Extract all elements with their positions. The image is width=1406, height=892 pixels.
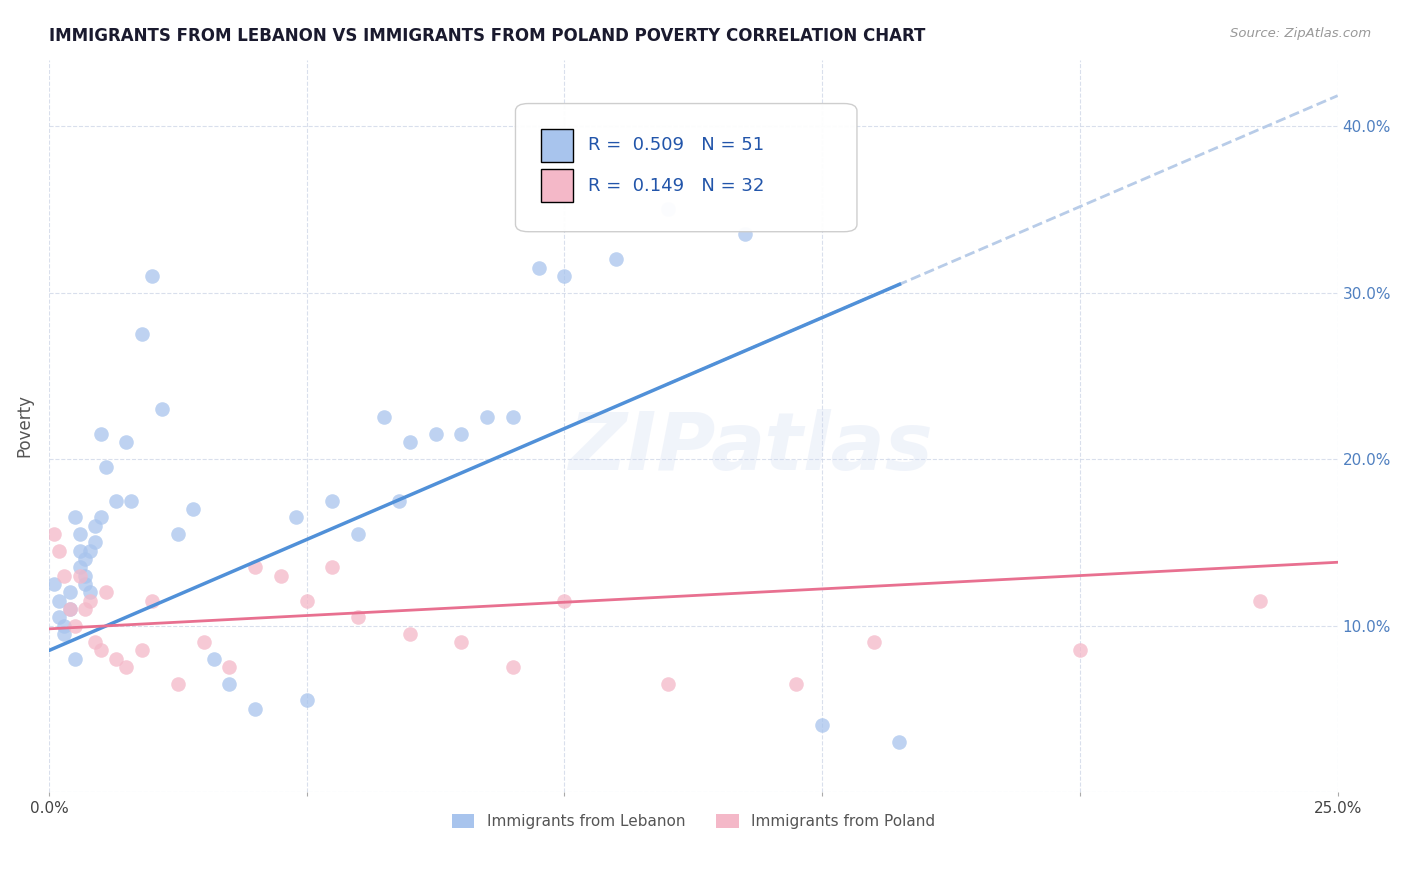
Point — [321, 493, 343, 508]
Point — [388, 493, 411, 508]
Point — [89, 643, 111, 657]
Text: Source: ZipAtlas.com: Source: ZipAtlas.com — [1230, 27, 1371, 40]
Point — [69, 543, 91, 558]
Point — [58, 602, 80, 616]
Point — [115, 660, 138, 674]
Point — [450, 427, 472, 442]
Point — [166, 677, 188, 691]
Point — [605, 252, 627, 267]
Point — [63, 618, 86, 632]
Point — [94, 585, 117, 599]
Point — [84, 518, 107, 533]
Point — [785, 677, 807, 691]
Point — [131, 643, 153, 657]
Text: R =  0.509   N = 51: R = 0.509 N = 51 — [588, 136, 763, 154]
Point — [373, 410, 395, 425]
Point — [53, 568, 76, 582]
Point — [69, 568, 91, 582]
Text: R =  0.149   N = 32: R = 0.149 N = 32 — [588, 177, 763, 194]
Point — [63, 510, 86, 524]
Point — [42, 577, 65, 591]
Point — [243, 560, 266, 574]
FancyBboxPatch shape — [541, 169, 574, 202]
Point — [94, 460, 117, 475]
Point — [218, 660, 240, 674]
Point — [63, 652, 86, 666]
Point — [398, 435, 420, 450]
Point — [73, 552, 96, 566]
Point — [48, 610, 70, 624]
Point — [166, 527, 188, 541]
Point — [141, 268, 163, 283]
Legend: Immigrants from Lebanon, Immigrants from Poland: Immigrants from Lebanon, Immigrants from… — [446, 808, 941, 836]
Text: ZIP: ZIP — [568, 409, 716, 487]
Text: atlas: atlas — [711, 409, 934, 487]
FancyBboxPatch shape — [541, 129, 574, 162]
Point — [202, 652, 225, 666]
Point — [120, 493, 142, 508]
Point — [104, 493, 127, 508]
Point — [53, 618, 76, 632]
Point — [89, 510, 111, 524]
Point — [527, 260, 550, 275]
Point — [243, 702, 266, 716]
Point — [48, 543, 70, 558]
Point — [285, 510, 308, 524]
Point — [84, 535, 107, 549]
Y-axis label: Poverty: Poverty — [15, 394, 32, 458]
Point — [475, 410, 498, 425]
Point — [141, 593, 163, 607]
Point — [104, 652, 127, 666]
Point — [734, 227, 756, 242]
Point — [347, 527, 370, 541]
FancyBboxPatch shape — [516, 103, 858, 232]
Point — [295, 693, 318, 707]
Point — [131, 327, 153, 342]
Point — [657, 677, 679, 691]
Point — [193, 635, 215, 649]
Point — [450, 635, 472, 649]
Point — [270, 568, 292, 582]
Point — [58, 585, 80, 599]
Point — [89, 427, 111, 442]
Point — [69, 527, 91, 541]
Point — [889, 735, 911, 749]
Point — [321, 560, 343, 574]
Point — [1249, 593, 1271, 607]
Point — [73, 568, 96, 582]
Point — [115, 435, 138, 450]
Point — [862, 635, 884, 649]
Point — [73, 602, 96, 616]
Point — [425, 427, 447, 442]
Point — [1069, 643, 1091, 657]
Point — [398, 627, 420, 641]
Point — [181, 502, 204, 516]
Point — [69, 560, 91, 574]
Point — [53, 627, 76, 641]
Point — [73, 577, 96, 591]
Point — [218, 677, 240, 691]
Point — [553, 268, 575, 283]
Point — [502, 660, 524, 674]
Text: IMMIGRANTS FROM LEBANON VS IMMIGRANTS FROM POLAND POVERTY CORRELATION CHART: IMMIGRANTS FROM LEBANON VS IMMIGRANTS FR… — [49, 27, 925, 45]
Point — [42, 527, 65, 541]
Point — [84, 635, 107, 649]
Point — [502, 410, 524, 425]
Point — [79, 543, 101, 558]
Point — [150, 402, 173, 417]
Point — [79, 593, 101, 607]
Point — [79, 585, 101, 599]
Point — [347, 610, 370, 624]
Point — [657, 202, 679, 217]
Point — [295, 593, 318, 607]
Point — [811, 718, 834, 732]
Point — [58, 602, 80, 616]
Point — [553, 593, 575, 607]
Point — [48, 593, 70, 607]
